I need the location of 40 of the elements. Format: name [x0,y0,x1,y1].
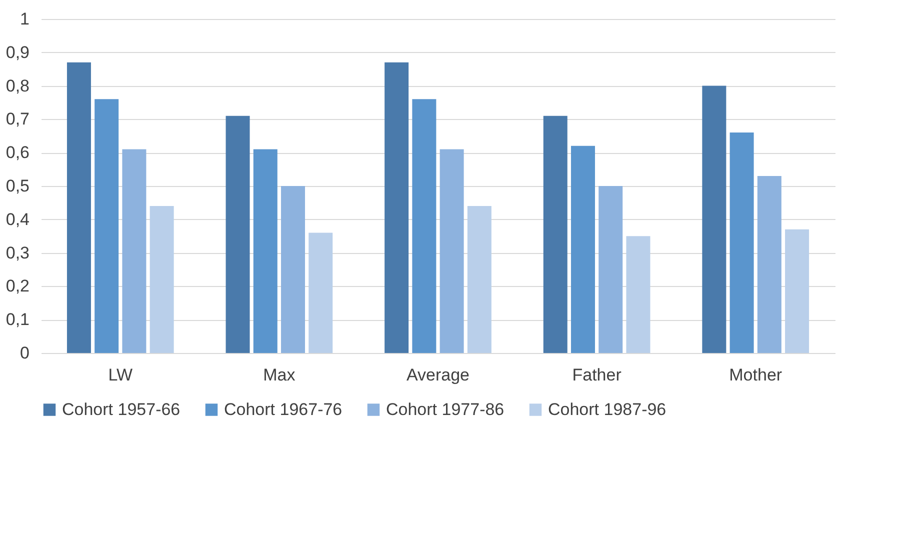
y-tick-label: 0,7 [6,110,30,129]
bar [467,206,492,353]
y-tick-label: 0,3 [6,243,30,262]
bar [122,149,146,353]
x-tick-label: Max [263,366,296,384]
legend-label: Cohort 1977-86 [386,400,504,419]
y-tick-label: 0,2 [6,276,30,296]
legend-label: Cohort 1987-96 [548,400,666,419]
bar [226,116,250,353]
bar [308,232,333,353]
bar [543,116,568,353]
y-tick-label: 0,4 [6,210,30,229]
bar [598,186,623,353]
y-tick-label: 0 [20,344,30,362]
bar [730,132,754,353]
bar [150,206,174,353]
bar [757,176,782,353]
y-tick-label: 1 [20,10,30,28]
bar [412,99,436,353]
bar [570,146,595,353]
bar [66,62,91,353]
legend-label: Cohort 1967-76 [224,400,342,419]
y-tick-label: 0,9 [6,42,30,62]
bar [94,99,119,353]
y-tick-label: 0,6 [6,143,30,162]
bar [384,62,409,353]
y-tick-label: 0,8 [6,76,30,96]
bar [281,186,306,353]
bar [785,229,810,353]
bar [702,86,726,353]
y-tick-label: 0,1 [6,310,30,330]
x-tick-label: Father [572,366,622,384]
x-tick-label: LW [108,366,133,384]
y-tick-label: 0,5 [6,176,30,196]
x-tick-label: Mother [729,366,782,384]
x-tick-label: Average [406,366,470,384]
bar [626,236,650,353]
bar [253,149,278,353]
bar [440,149,464,353]
legend-label: Cohort 1957-66 [62,400,180,419]
